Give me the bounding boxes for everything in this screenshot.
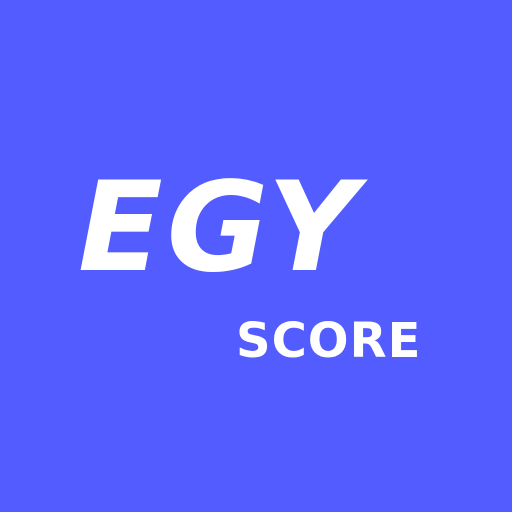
- logo-sub-text: SCORE: [236, 313, 421, 369]
- logo-main-text: EGY: [78, 156, 368, 300]
